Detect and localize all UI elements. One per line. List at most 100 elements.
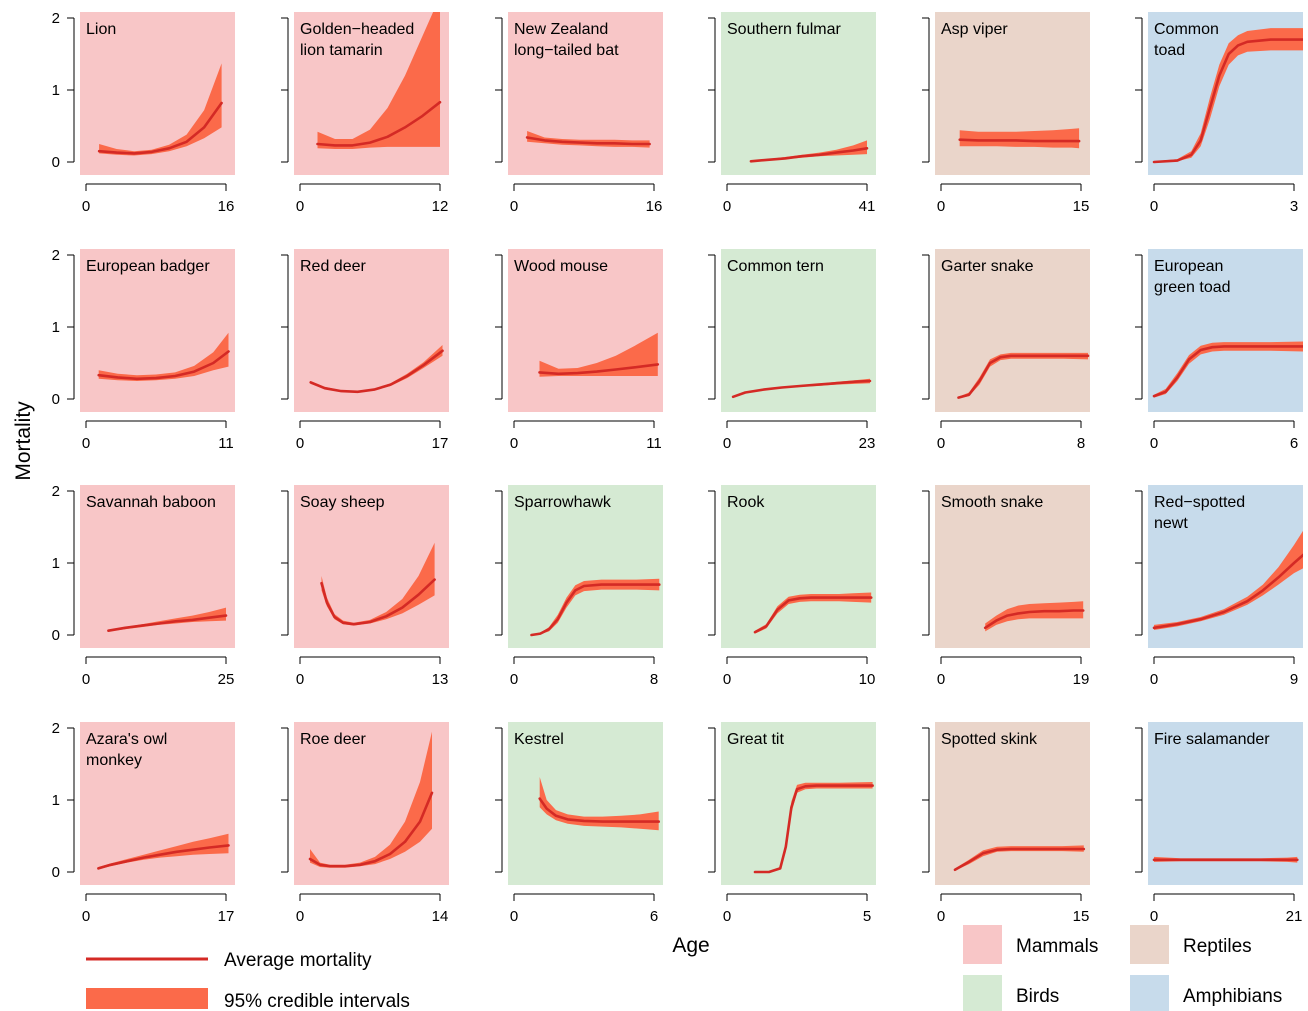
panel-background: [935, 12, 1090, 175]
panel-background: [935, 249, 1090, 412]
species-title: Kestrel: [514, 731, 564, 748]
panel-great-tit: 0 5 Great tit: [708, 722, 876, 925]
panel-soay-sheep: 0 13 Soay sheep: [281, 485, 449, 688]
species-title: Common toad: [1154, 21, 1219, 59]
species-title: Soay sheep: [300, 494, 385, 511]
average-mortality-line: [753, 596, 873, 634]
panel-background: [1148, 485, 1303, 648]
average-mortality-line: [983, 609, 1085, 630]
x-tick-label: 13: [432, 671, 449, 688]
legend-line-label: Average mortality: [224, 950, 372, 971]
series-group: [97, 332, 230, 381]
legend-label-mammals: Mammals: [1016, 936, 1098, 957]
x-tick-label: 11: [646, 435, 662, 452]
average-mortality-line: [953, 847, 1086, 872]
panel-kestrel: 0 6 Kestrel: [495, 722, 663, 925]
panel-background: [1148, 722, 1303, 885]
panel-lion: 0 1 2 0 16 Lion: [52, 10, 235, 215]
species-title: Rook: [727, 494, 765, 511]
species-title: Garter snake: [941, 258, 1034, 275]
series-group: [530, 578, 661, 637]
average-mortality-line: [1152, 345, 1303, 398]
x-tick-label: 0: [510, 198, 518, 215]
x-tick-label: 8: [650, 671, 658, 688]
species-title: Fire salamander: [1154, 731, 1270, 748]
species-title: European green toad: [1154, 258, 1231, 296]
average-mortality-line: [538, 363, 660, 376]
credible-interval-band: [959, 128, 1080, 149]
credible-interval-band: [99, 63, 222, 156]
average-mortality-line: [753, 784, 874, 874]
legend-swatch-birds: [963, 975, 1002, 1011]
series-group: [308, 731, 434, 868]
panel-garter-snake: 0 8 Garter snake: [922, 249, 1090, 452]
species-title: Red deer: [300, 258, 366, 275]
x-tick-label: 0: [1150, 198, 1158, 215]
legend-band-label: 95% credible intervals: [224, 991, 410, 1011]
x-tick-label: 15: [1073, 908, 1090, 925]
legend-swatch-amphibians: [1130, 975, 1169, 1011]
series-group: [1152, 856, 1299, 863]
x-tick-label: 16: [646, 198, 663, 215]
panel-sparrowhawk: 0 8 Sparrowhawk: [495, 485, 663, 688]
average-mortality-line: [316, 100, 442, 147]
panel-smooth-snake: 0 19 Smooth snake: [922, 485, 1090, 688]
average-mortality-line: [538, 797, 660, 823]
x-tick-label: 5: [863, 908, 871, 925]
series-group: [958, 128, 1081, 149]
x-tick-label: 0: [296, 908, 304, 925]
y-tick-label: 0: [52, 627, 60, 644]
species-title: Spotted skink: [941, 731, 1038, 748]
panel-background: [721, 722, 876, 885]
x-tick-label: 0: [723, 198, 731, 215]
species-title: Sparrowhawk: [514, 494, 612, 511]
panel-fire-salamander: 0 21 Fire salamander: [1135, 722, 1303, 925]
panel-background: [508, 485, 663, 648]
y-tick-label: 1: [52, 555, 60, 572]
x-tick-label: 0: [1150, 908, 1158, 925]
series-group: [753, 592, 873, 634]
x-tick-label: 17: [432, 435, 449, 452]
panel-common-toad: 0 3 Common toad: [1135, 12, 1303, 215]
average-mortality-line: [308, 791, 434, 868]
species-title: Southern fulmar: [727, 21, 842, 38]
y-tick-label: 2: [52, 247, 60, 264]
series-group: [320, 542, 436, 626]
x-tick-label: 0: [82, 435, 90, 452]
panel-wood-mouse: 0 11 Wood mouse: [495, 249, 663, 452]
y-tick-label: 0: [52, 864, 60, 881]
series-group: [538, 332, 660, 377]
x-tick-label: 14: [432, 908, 449, 925]
panel-red-spotted-newt: 0 9 Red−spotted newt: [1135, 485, 1303, 688]
panel-background: [508, 249, 663, 412]
x-tick-label: 25: [218, 671, 235, 688]
average-mortality-line: [97, 844, 230, 870]
average-mortality-line: [309, 349, 444, 394]
panel-new-zealand-long-tailed-bat: 0 16 New Zealand long−tailed bat: [495, 12, 663, 215]
average-mortality-line: [957, 354, 1090, 399]
x-tick-label: 0: [937, 671, 945, 688]
x-tick-label: 6: [1290, 435, 1298, 452]
panel-rook: 0 10 Rook: [708, 485, 876, 688]
x-tick-label: 0: [296, 435, 304, 452]
panel-golden-headed-lion-tamarin: 0 12 Golden−headed lion tamarin: [281, 12, 449, 215]
species-title: Common tern: [727, 258, 824, 275]
panel-background: [935, 722, 1090, 885]
average-mortality-line: [320, 578, 436, 626]
average-mortality-line: [97, 101, 223, 155]
series-group: [309, 345, 444, 394]
panel-background: [508, 12, 663, 175]
species-title: Red−spotted newt: [1154, 494, 1245, 532]
legend-swatch-reptiles: [1130, 925, 1169, 964]
legend-band-swatch: [86, 988, 208, 1009]
x-axis-title: Age: [672, 934, 709, 957]
series-group: [538, 777, 660, 831]
x-tick-label: 8: [1077, 435, 1085, 452]
panel-background: [80, 249, 235, 412]
y-tick-label: 2: [52, 483, 60, 500]
legend-label-birds: Birds: [1016, 986, 1059, 1007]
credible-interval-band: [985, 601, 1084, 632]
series-group: [953, 845, 1086, 872]
x-tick-label: 0: [510, 908, 518, 925]
